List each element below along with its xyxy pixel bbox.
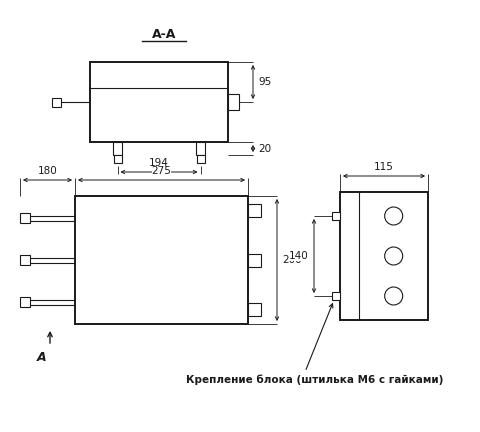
Text: А: А [37, 351, 47, 364]
Bar [52, 98, 61, 107]
Text: 140: 140 [289, 251, 309, 261]
Bar [20, 213, 30, 223]
Text: 115: 115 [374, 162, 394, 172]
Bar [20, 255, 30, 265]
Text: 95: 95 [258, 77, 271, 87]
Bar [113, 155, 121, 163]
Text: 20: 20 [258, 143, 271, 153]
Bar [248, 303, 261, 316]
Bar [75, 196, 248, 324]
Bar [196, 155, 204, 163]
Bar [196, 142, 205, 155]
Text: 275: 275 [152, 166, 171, 176]
Text: Крепление блока (штилька М6 с гайками): Крепление блока (штилька М6 с гайками) [186, 375, 444, 385]
Bar [332, 212, 340, 220]
Bar [248, 204, 261, 217]
Text: А-А: А-А [152, 28, 176, 41]
Bar [248, 254, 261, 267]
Bar [113, 142, 122, 155]
Bar [340, 192, 428, 320]
Bar [228, 94, 239, 110]
Text: 194: 194 [149, 158, 169, 168]
Text: 180: 180 [37, 166, 58, 176]
Bar [90, 62, 228, 142]
Text: 200: 200 [282, 255, 301, 265]
Bar [20, 297, 30, 307]
Bar [332, 292, 340, 300]
